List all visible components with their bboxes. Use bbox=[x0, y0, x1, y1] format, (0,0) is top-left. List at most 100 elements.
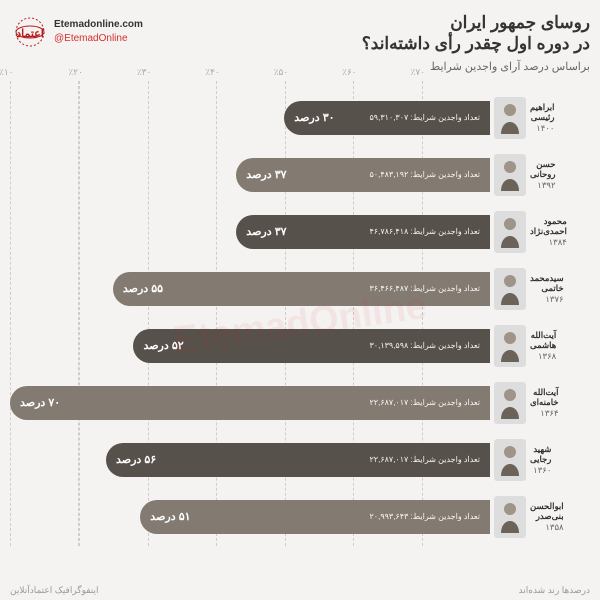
bar-cell: تعداد واجدین شرایط: ۴۶,۷۸۶,۴۱۸ ۳۷ درصد bbox=[10, 215, 490, 249]
name-block: ابراهیمرئیسی۱۴۰۰ bbox=[530, 102, 554, 134]
footer-note-right: درصدها رند شده‌اند bbox=[519, 585, 591, 596]
bar-cell: تعداد واجدین شرایط: ۲۰,۹۹۳,۶۴۳ ۵۱ درصد bbox=[10, 500, 490, 534]
eligible-count: تعداد واجدین شرایط: ۴۶,۷۸۶,۴۱۸ bbox=[370, 227, 481, 236]
bar: تعداد واجدین شرایط: ۵۰,۴۸۳,۱۹۲ ۳۷ درصد bbox=[236, 158, 490, 192]
title-block: روسای جمهور ایران در دوره اول چقدر رأی د… bbox=[362, 12, 590, 73]
percent-label: ۳۰ درصد bbox=[294, 111, 334, 124]
avatar bbox=[494, 154, 526, 196]
bar-cell: تعداد واجدین شرایط: ۳۰,۱۳۹,۵۹۸ ۵۲ درصد bbox=[10, 329, 490, 363]
bar-row: آیت‌اللههاشمی۱۳۶۸ تعداد واجدین شرایط: ۳۰,… bbox=[10, 317, 590, 374]
logo: اعتماد Etemadonline.com @EtemadOnline bbox=[10, 12, 143, 52]
name-block: شهیدرجایی۱۳۶۰ bbox=[530, 444, 551, 476]
axis-tick: ٪۷۰ bbox=[411, 67, 426, 78]
eligible-count: تعداد واجدین شرایط: ۳۰,۱۳۹,۵۹۸ bbox=[370, 341, 481, 350]
percent-label: ۵۵ درصد bbox=[123, 282, 163, 295]
bar-row: حسنروحانی۱۳۹۲ تعداد واجدین شرایط: ۵۰,۴۸۳,… bbox=[10, 146, 590, 203]
name-block: حسنروحانی۱۳۹۲ bbox=[530, 159, 556, 191]
bar-cell: تعداد واجدین شرایط: ۲۲,۶۸۷,۰۱۷ ۷۰ درصد bbox=[10, 386, 490, 420]
year: ۱۳۷۶ bbox=[530, 294, 564, 305]
bar: تعداد واجدین شرایط: ۵۹,۳۱۰,۳۰۷ ۳۰ درصد bbox=[284, 101, 490, 135]
year: ۱۳۶۸ bbox=[530, 351, 556, 362]
president-surname: هاشمی bbox=[530, 340, 556, 351]
eligible-count: تعداد واجدین شرایط: ۵۹,۳۱۰,۳۰۷ bbox=[370, 113, 481, 122]
bar-row: محموداحمدی‌نژاد۱۳۸۴ تعداد واجدین شرایط: ۴… bbox=[10, 203, 590, 260]
president-name: ابراهیم bbox=[530, 102, 554, 113]
name-block: محموداحمدی‌نژاد۱۳۸۴ bbox=[530, 216, 567, 248]
bar-cell: تعداد واجدین شرایط: ۳۶,۴۶۶,۴۸۷ ۵۵ درصد bbox=[10, 272, 490, 306]
president-name: سیدمحمد bbox=[530, 273, 564, 284]
percent-label: ۳۷ درصد bbox=[246, 168, 286, 181]
percent-label: ۳۷ درصد bbox=[246, 225, 286, 238]
bar-rows: ابراهیمرئیسی۱۴۰۰ تعداد واجدین شرایط: ۵۹,۳… bbox=[10, 89, 590, 545]
year: ۱۳۶۴ bbox=[530, 408, 559, 419]
row-label: محموداحمدی‌نژاد۱۳۸۴ bbox=[490, 211, 590, 253]
president-name: آیت‌الله bbox=[530, 330, 556, 341]
bar: تعداد واجدین شرایط: ۲۲,۶۸۷,۰۱۷ ۷۰ درصد bbox=[10, 386, 490, 420]
president-surname: بنی‌صدر bbox=[530, 511, 564, 522]
president-name: آیت‌الله bbox=[530, 387, 559, 398]
svg-text:اعتماد: اعتماد bbox=[16, 28, 44, 40]
percent-label: ۵۶ درصد bbox=[116, 453, 156, 466]
president-name: شهید bbox=[530, 444, 551, 455]
president-name: محمود bbox=[530, 216, 567, 227]
president-surname: رجایی bbox=[530, 454, 551, 465]
president-surname: خامنه‌ای bbox=[530, 397, 559, 408]
bar: تعداد واجدین شرایط: ۲۲,۶۸۷,۰۱۷ ۵۶ درصد bbox=[106, 443, 490, 477]
footer-note-left: اینفوگرافیک اعتمادآنلاین bbox=[10, 585, 99, 596]
avatar bbox=[494, 268, 526, 310]
avatar bbox=[494, 325, 526, 367]
year: ۱۳۸۴ bbox=[530, 237, 567, 248]
row-label: ابوالحسنبنی‌صدر۱۳۵۸ bbox=[490, 496, 590, 538]
row-label: آیت‌اللههاشمی۱۳۶۸ bbox=[490, 325, 590, 367]
eligible-count: تعداد واجدین شرایط: ۳۶,۴۶۶,۴۸۷ bbox=[370, 284, 481, 293]
logo-text: Etemadonline.com @EtemadOnline bbox=[54, 18, 143, 46]
year: ۱۳۹۲ bbox=[530, 180, 556, 191]
name-block: سیدمحمدخاتمی۱۳۷۶ bbox=[530, 273, 564, 305]
name-block: آیت‌اللههاشمی۱۳۶۸ bbox=[530, 330, 556, 362]
president-name: حسن bbox=[530, 159, 556, 170]
percent-label: ۵۲ درصد bbox=[143, 339, 183, 352]
avatar bbox=[494, 382, 526, 424]
eligible-count: تعداد واجدین شرایط: ۲۲,۶۸۷,۰۱۷ bbox=[370, 398, 481, 407]
row-label: حسنروحانی۱۳۹۲ bbox=[490, 154, 590, 196]
axis-tick: ٪۵۰ bbox=[274, 67, 289, 78]
row-label: شهیدرجایی۱۳۶۰ bbox=[490, 439, 590, 481]
infographic-container: روسای جمهور ایران در دوره اول چقدر رأی د… bbox=[0, 0, 600, 600]
percent-label: ۷۰ درصد bbox=[20, 396, 60, 409]
president-surname: روحانی bbox=[530, 169, 556, 180]
subtitle: براساس درصد آرای واجدین شرایط bbox=[362, 60, 590, 73]
bar-cell: تعداد واجدین شرایط: ۲۲,۶۸۷,۰۱۷ ۵۶ درصد bbox=[10, 443, 490, 477]
bar: تعداد واجدین شرایط: ۴۶,۷۸۶,۴۱۸ ۳۷ درصد bbox=[236, 215, 490, 249]
bar-row: آیت‌اللهخامنه‌ای۱۳۶۴ تعداد واجدین شرایط: … bbox=[10, 374, 590, 431]
president-surname: رئیسی bbox=[530, 112, 554, 123]
avatar bbox=[494, 439, 526, 481]
year: ۱۴۰۰ bbox=[530, 123, 554, 134]
title-line1: روسای جمهور ایران bbox=[362, 12, 590, 34]
bar-row: سیدمحمدخاتمی۱۳۷۶ تعداد واجدین شرایط: ۳۶,۴… bbox=[10, 260, 590, 317]
avatar bbox=[494, 496, 526, 538]
title-line2: در دوره اول چقدر رأی داشته‌اند؟ bbox=[362, 34, 590, 54]
bar-row: ابوالحسنبنی‌صدر۱۳۵۸تعداد واجدین شرایط: ۲… bbox=[10, 488, 590, 545]
eligible-count: تعداد واجدین شرایط: ۵۰,۴۸۳,۱۹۲ bbox=[370, 170, 481, 179]
bar: تعداد واجدین شرایط: ۳۶,۴۶۶,۴۸۷ ۵۵ درصد bbox=[113, 272, 490, 306]
axis-tick: ٪۴۰ bbox=[205, 67, 220, 78]
avatar bbox=[494, 211, 526, 253]
bar-cell: تعداد واجدین شرایط: ۵۹,۳۱۰,۳۰۷ ۳۰ درصد bbox=[10, 101, 490, 135]
site-url: Etemadonline.com bbox=[54, 18, 143, 32]
eligible-count: تعداد واجدین شرایط: ۲۰,۹۹۳,۶۴۳ bbox=[370, 512, 481, 521]
eligible-count: تعداد واجدین شرایط: ۲۲,۶۸۷,۰۱۷ bbox=[370, 455, 481, 464]
bar: تعداد واجدین شرایط: ۲۰,۹۹۳,۶۴۳ ۵۱ درصد bbox=[140, 500, 490, 534]
percent-label: ۵۱ درصد bbox=[150, 510, 190, 523]
bar-cell: تعداد واجدین شرایط: ۵۰,۴۸۳,۱۹۲ ۳۷ درصد bbox=[10, 158, 490, 192]
president-surname: احمدی‌نژاد bbox=[530, 226, 567, 237]
axis-tick: ٪۱۰ bbox=[0, 67, 14, 78]
footer: درصدها رند شده‌اند اینفوگرافیک اعتمادآنل… bbox=[10, 585, 590, 596]
president-name: ابوالحسن bbox=[530, 501, 564, 512]
row-label: ابراهیمرئیسی۱۴۰۰ bbox=[490, 97, 590, 139]
bar-row: ابراهیمرئیسی۱۴۰۰ تعداد واجدین شرایط: ۵۹,۳… bbox=[10, 89, 590, 146]
row-label: سیدمحمدخاتمی۱۳۷۶ bbox=[490, 268, 590, 310]
axis-tick: ٪۳۰ bbox=[137, 67, 152, 78]
axis-tick: ٪۶۰ bbox=[342, 67, 357, 78]
name-block: آیت‌اللهخامنه‌ای۱۳۶۴ bbox=[530, 387, 559, 419]
row-label: آیت‌اللهخامنه‌ای۱۳۶۴ bbox=[490, 382, 590, 424]
